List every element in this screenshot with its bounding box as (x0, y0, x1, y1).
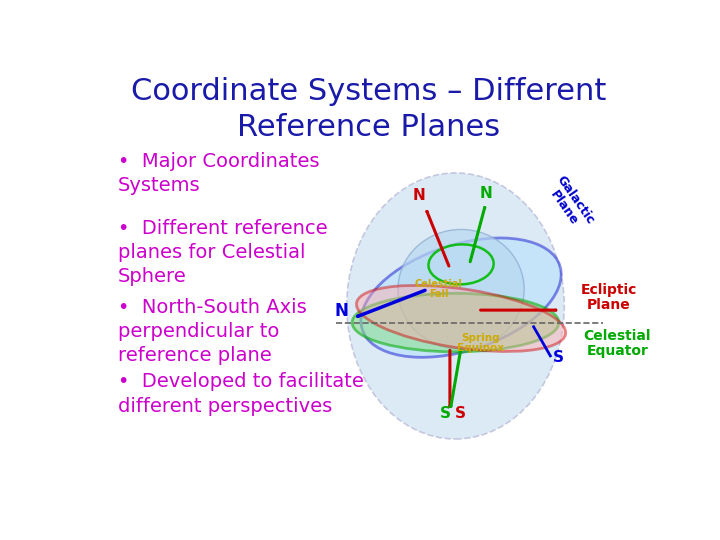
Ellipse shape (361, 238, 561, 357)
Text: Ecliptic
Plane: Ecliptic Plane (581, 283, 637, 312)
Text: •  Developed to facilitate
different perspectives: • Developed to facilitate different pers… (118, 373, 364, 416)
Text: Coordinate Systems – Different
Reference Planes: Coordinate Systems – Different Reference… (131, 77, 607, 142)
Text: •  Major Coordinates
Systems: • Major Coordinates Systems (118, 152, 320, 195)
Text: N: N (480, 186, 492, 201)
Text: Galactic
Plane: Galactic Plane (543, 173, 597, 235)
Text: •  Different reference
planes for Celestial
Sphere: • Different reference planes for Celesti… (118, 219, 328, 286)
Text: S: S (553, 350, 564, 365)
Ellipse shape (347, 173, 564, 439)
Text: N: N (413, 188, 426, 203)
Ellipse shape (398, 230, 524, 349)
Text: S: S (454, 406, 465, 421)
Text: Spring
Equinox: Spring Equinox (457, 333, 504, 353)
Text: S: S (440, 406, 451, 421)
Ellipse shape (356, 285, 566, 352)
Text: Celestial
Fall: Celestial Fall (415, 279, 463, 299)
Text: •  North-South Axis
perpendicular to
reference plane: • North-South Axis perpendicular to refe… (118, 298, 307, 365)
Text: N: N (334, 302, 348, 320)
Ellipse shape (352, 293, 559, 352)
Text: Celestial
Equator: Celestial Equator (584, 329, 651, 358)
